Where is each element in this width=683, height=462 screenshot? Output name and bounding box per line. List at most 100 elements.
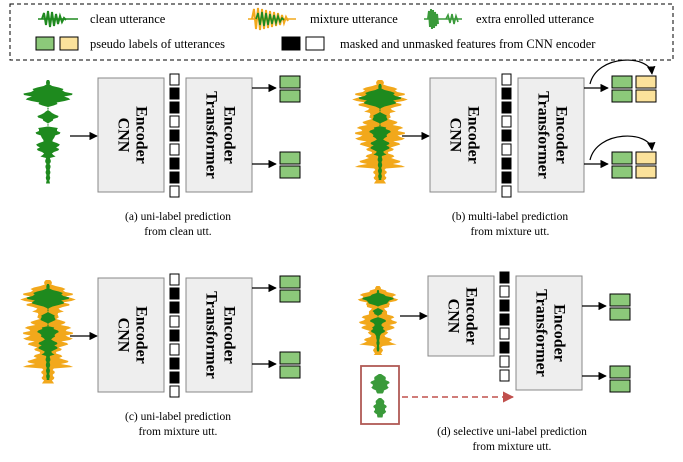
pseudo-label <box>279 75 301 89</box>
masked-feature <box>169 157 180 170</box>
clean-waveform <box>361 290 395 352</box>
legend-masked-box <box>281 36 301 51</box>
cnn-encoder-box <box>429 77 497 193</box>
caption-line1: (a) uni-label prediction <box>125 211 231 223</box>
panel-b: CNN Encoder Transformer Encoder(b) multi-la… <box>402 59 657 238</box>
pseudo-label-pair <box>279 351 301 379</box>
multi-label-curve-arrow <box>589 59 656 85</box>
unmasked-feature <box>169 73 180 86</box>
transformer-encoder: Transformer Encoder <box>185 77 253 193</box>
pseudo-label <box>279 165 301 179</box>
panel-d: CNN Encoder Transformer Encoder(d) selectiv… <box>360 271 631 453</box>
pseudo-label <box>279 275 301 289</box>
cnn-encoder-line1: CNN <box>114 118 131 153</box>
transformer-encoder-line1: Transformer <box>532 289 549 377</box>
unmasked-feature <box>169 315 180 328</box>
pseudo-label <box>635 75 657 89</box>
unmasked-feature <box>499 285 510 298</box>
unmasked-feature <box>499 369 510 382</box>
unmasked-feature <box>501 115 512 128</box>
caption-line1: (d) selective uni-label prediction <box>437 426 587 438</box>
pseudo-label-pair <box>609 365 631 393</box>
feature-column <box>169 73 180 198</box>
transformer-encoder: Transformer Encoder <box>515 275 583 391</box>
masked-feature <box>169 357 180 370</box>
pseudo-label-pair <box>609 293 631 321</box>
clean-waveform <box>358 84 402 180</box>
pseudo-label <box>279 365 301 379</box>
legend-yellow-label-box <box>59 36 79 51</box>
feature-column <box>169 273 180 398</box>
masked-feature <box>169 287 180 300</box>
masked-feature <box>169 129 180 142</box>
masked-feature <box>501 87 512 100</box>
masked-feature <box>501 101 512 114</box>
enrolled-waveform-part <box>373 398 387 418</box>
unmasked-feature <box>499 355 510 368</box>
pseudo-label-pair <box>635 151 657 179</box>
enrolled-waveform <box>370 374 390 418</box>
masked-feature <box>169 171 180 184</box>
transformer-encoder-line1: Transformer <box>534 91 551 179</box>
feature-column <box>501 73 512 198</box>
masked-feature <box>499 299 510 312</box>
masked-feature <box>169 329 180 342</box>
pseudo-label <box>279 89 301 103</box>
enrolled-waveform-part <box>370 374 390 394</box>
pseudo-label <box>609 307 631 321</box>
pseudo-label <box>609 379 631 393</box>
transformer-encoder: Transformer Encoder <box>517 77 585 193</box>
pseudo-label <box>611 151 633 165</box>
masked-feature <box>499 271 510 284</box>
clean-waveform <box>23 80 73 184</box>
unmasked-feature <box>169 143 180 156</box>
cnn-encoder: CNN Encoder <box>97 77 165 193</box>
input-waveform <box>20 280 76 384</box>
transformer-encoder: Transformer Encoder <box>185 277 253 393</box>
pseudo-label-pair <box>279 75 301 103</box>
caption-line2: from mixture utt. <box>139 426 218 438</box>
clean-waveform <box>26 284 70 380</box>
cnn-encoder-box <box>427 275 495 357</box>
cnn-encoder-line1: CNN <box>446 118 463 153</box>
cnn-encoder-box <box>97 77 165 193</box>
transformer-encoder-box <box>185 277 253 393</box>
caption-line2: from mixture utt. <box>473 441 552 453</box>
multi-label-curve-arrow <box>589 135 656 161</box>
pseudo-label-pair <box>279 151 301 179</box>
pseudo-label <box>279 151 301 165</box>
unmasked-feature <box>169 343 180 356</box>
pseudo-label <box>611 89 633 103</box>
cnn-encoder: CNN Encoder <box>97 277 165 393</box>
cnn-encoder-box <box>97 277 165 393</box>
legend-border <box>9 3 674 61</box>
legend-green-label-box <box>35 36 55 51</box>
legend-mixture-text: mixture utterance <box>310 12 398 26</box>
input-waveform <box>23 80 73 184</box>
panel-a: CNN Encoder Transformer Encoder (a) uni-labe… <box>70 73 301 238</box>
transformer-encoder-line1: Transformer <box>202 291 219 379</box>
masked-feature <box>169 301 180 314</box>
cnn-encoder-line2: Encoder <box>132 306 149 364</box>
legend-clean-text: clean utterance <box>90 12 166 26</box>
caption-line1: (c) uni-label prediction <box>125 411 231 423</box>
cnn-encoder-line2: Encoder <box>462 287 479 345</box>
legend-mixture-icon <box>248 7 296 31</box>
pseudo-label <box>635 89 657 103</box>
cnn-encoder: CNN Encoder <box>429 77 497 193</box>
masked-feature <box>501 157 512 170</box>
pseudo-label-pair <box>635 75 657 103</box>
unmasked-feature <box>169 385 180 398</box>
cnn-encoder-line1: CNN <box>114 318 131 353</box>
legend-enrolled-text: extra enrolled utterance <box>476 12 594 26</box>
pseudo-label-pair <box>279 275 301 303</box>
pseudo-label-pair <box>611 151 633 179</box>
legend: clean utterance mixture utterance extra … <box>9 3 674 61</box>
legend-clean-icon <box>38 10 78 28</box>
legend-enrolled-icon <box>424 8 462 30</box>
unmasked-feature <box>501 143 512 156</box>
input-waveform <box>357 286 399 355</box>
pseudo-label <box>609 293 631 307</box>
input-waveform <box>352 80 408 184</box>
